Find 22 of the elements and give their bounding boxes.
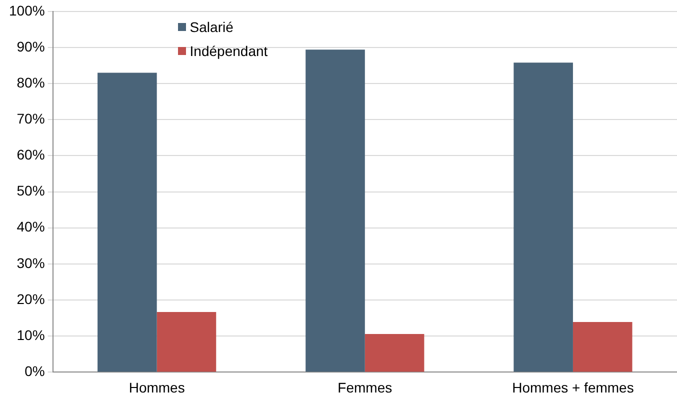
x-tick-label: Hommes — [128, 379, 185, 396]
y-tick-label: 100% — [8, 2, 45, 18]
y-tick-label: 50% — [16, 182, 45, 199]
x-tick-label: Hommes + femmes — [512, 379, 634, 396]
y-tick-label: 70% — [16, 110, 45, 126]
y-tick-label: 10% — [16, 326, 45, 343]
y-tick-label: 60% — [16, 146, 45, 163]
y-tick-label: 90% — [16, 38, 45, 54]
y-tick-label: 20% — [16, 290, 45, 307]
y-tick-label: 80% — [16, 74, 45, 90]
legend-label: Salarié — [190, 19, 234, 36]
bar — [364, 334, 424, 372]
bar — [306, 50, 365, 372]
bar — [98, 72, 157, 372]
x-tick-label: Femmes — [338, 379, 392, 396]
y-tick-label: 30% — [16, 254, 45, 271]
bar — [156, 312, 216, 372]
bar — [572, 322, 632, 372]
y-tick-label: 0% — [24, 363, 45, 380]
legend-label: Indépendant — [190, 43, 268, 60]
bar — [514, 62, 573, 372]
y-tick-label: 40% — [16, 218, 45, 235]
